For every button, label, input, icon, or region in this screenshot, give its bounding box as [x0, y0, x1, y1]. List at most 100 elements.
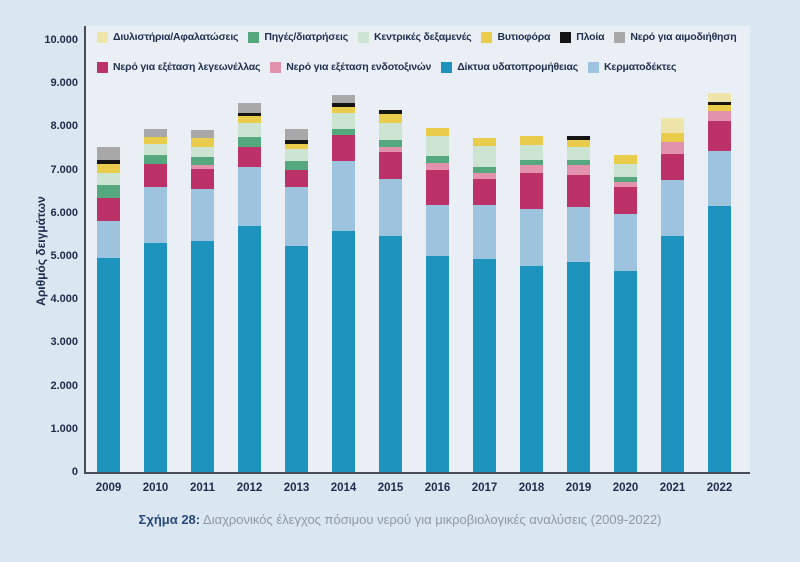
y-tick-label: 4.000 [50, 293, 78, 306]
legend-label: Κεντρικές δεξαμενές [373, 31, 472, 43]
y-tick-label: 6.000 [50, 206, 78, 219]
bar-segment-2019 [567, 207, 590, 263]
legend-item: Κεντρικές δεξαμενές [357, 31, 472, 43]
bar-segment-2016 [426, 163, 449, 171]
legend-swatch-icon [614, 31, 626, 43]
legend-swatch-icon [481, 31, 493, 43]
bar-segment-2015 [379, 178, 402, 236]
x-tick-label: 2011 [190, 482, 215, 494]
bar-segment-2019 [567, 160, 590, 166]
bar-segment-2010 [144, 136, 167, 145]
bar-segment-2022 [708, 102, 731, 106]
bar-segment-2009 [97, 160, 120, 164]
bar-segment-2018 [520, 164, 543, 174]
bar-segment-2009 [97, 163, 120, 173]
bar-segment-2015 [379, 146, 402, 152]
legend-swatch-icon [560, 31, 572, 43]
legend-label: Νερό για αιμοδιήθηση [630, 31, 737, 43]
bar-segment-2020 [614, 182, 637, 188]
bar-segment-2010 [144, 242, 167, 472]
bar-segment-2018 [520, 135, 543, 145]
x-tick-label: 2012 [236, 482, 263, 494]
bar-segment-2013 [285, 160, 308, 171]
y-tick-label: 3.000 [50, 336, 78, 349]
bar-segment-2012 [238, 116, 261, 124]
bar-segment-2010 [144, 144, 167, 156]
bar-segment-2014 [332, 113, 355, 129]
legend-label: Κερματοδέκτες [604, 61, 677, 73]
legend-item: Δίκτυα υδατοπρομήθειας [441, 61, 578, 73]
bar-segment-2016 [426, 205, 449, 256]
bar-segment-2015 [379, 151, 402, 179]
bar-segment-2009 [97, 258, 120, 472]
bar-segment-2017 [473, 166, 496, 174]
x-tick-label: 2020 [612, 482, 639, 494]
y-tick-label: 10.000 [44, 34, 78, 46]
bar-segment-2010 [144, 128, 167, 137]
bar-segment-2017 [473, 205, 496, 260]
y-tick-label: 7.000 [50, 163, 78, 176]
bar-segment-2009 [97, 197, 120, 222]
bar-segment-2019 [567, 165, 590, 176]
legend-label: Πηγές/διατρήσεις [264, 31, 348, 43]
bar-segment-2012 [238, 103, 261, 113]
bar-segment-2016 [426, 170, 449, 206]
y-tick-label: 1.000 [50, 422, 78, 435]
bar-segment-2014 [332, 135, 355, 161]
legend-label: Δίκτυα υδατοπρομήθειας [457, 61, 579, 73]
bar-segment-2011 [191, 156, 214, 166]
bar-segment-2016 [426, 135, 449, 157]
legend-item: Πηγές/διατρήσεις [248, 31, 348, 43]
bar-segment-2018 [520, 173, 543, 209]
x-tick-label: 2010 [142, 482, 169, 494]
bar-segment-2011 [191, 165, 214, 169]
x-tick-label: 2022 [706, 482, 733, 494]
bar-segment-2020 [614, 154, 637, 164]
y-tick-label: 9.000 [50, 77, 78, 90]
bar-segment-2022 [708, 93, 731, 103]
bar-segment-2020 [614, 214, 637, 272]
bar-segment-2021 [661, 133, 684, 142]
bar-segment-2017 [473, 173, 496, 179]
legend-label: Πλοία [576, 31, 605, 43]
bar-segment-2012 [238, 146, 261, 167]
x-tick-label: 2021 [659, 482, 686, 494]
legend-swatch-icon [357, 31, 369, 43]
bar-segment-2018 [520, 144, 543, 160]
bar-segment-2012 [238, 225, 261, 472]
bar-segment-2019 [567, 262, 590, 472]
bar-segment-2012 [238, 136, 261, 147]
bar-segment-2021 [661, 118, 684, 134]
legend-item: Κερματοδέκτες [588, 61, 676, 73]
x-tick-label: 2016 [424, 482, 451, 494]
bar-segment-2010 [144, 155, 167, 165]
x-tick-label: 2009 [95, 482, 122, 494]
x-tick-label: 2013 [283, 482, 310, 494]
legend-swatch-icon [248, 31, 260, 43]
bar-segment-2011 [191, 130, 214, 139]
bar-segment-2012 [238, 113, 261, 117]
bar-segment-2011 [191, 168, 214, 190]
bar-segment-2022 [708, 105, 731, 111]
bar-segment-2016 [426, 256, 449, 472]
bar-segment-2019 [567, 136, 590, 140]
x-tick-label: 2018 [518, 482, 545, 494]
x-tick-label: 2014 [330, 482, 357, 494]
legend-item: Νερό για εξέταση λεγεωνέλλας [97, 61, 260, 73]
y-tick-label: 2.000 [50, 379, 78, 392]
bar-segment-2013 [285, 140, 308, 144]
bar-segment-2020 [614, 187, 637, 215]
bar-segment-2015 [379, 110, 402, 115]
bar-segment-2012 [238, 123, 261, 137]
bar-segment-2020 [614, 176, 637, 183]
legend-swatch-icon [97, 61, 108, 73]
caption-prefix: Σχήμα 28: [138, 512, 201, 527]
bar-segment-2019 [567, 139, 590, 147]
legend-row-2: Νερό για εξέταση λεγεωνέλλας Νερό για εξέ… [97, 61, 676, 73]
bar-segment-2011 [191, 146, 214, 157]
bar-segment-2009 [97, 185, 120, 198]
bar-segment-2021 [661, 180, 684, 236]
bar-segment-2014 [332, 106, 355, 114]
legend-label: Νερό για εξέταση ενδοτοξινών [286, 61, 432, 73]
